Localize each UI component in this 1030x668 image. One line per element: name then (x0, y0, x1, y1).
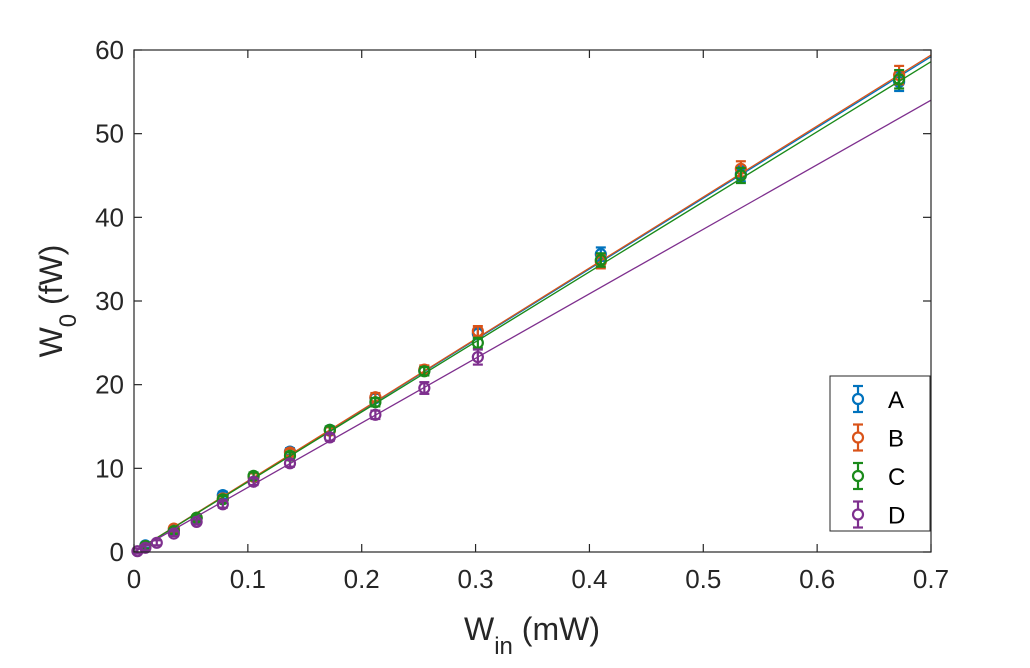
x-tick-label: 0.4 (571, 564, 607, 594)
data-point (734, 169, 747, 182)
data-point (893, 73, 906, 86)
data-point (150, 536, 163, 549)
data-point (216, 498, 229, 511)
y-tick-label: 30 (95, 286, 124, 316)
data-point (471, 350, 484, 364)
legend-label: B (888, 426, 904, 453)
y-tick-label: 60 (95, 35, 124, 65)
fit-line-d (133, 99, 932, 553)
x-tick-label: 0.1 (230, 564, 266, 594)
y-tick-label: 20 (95, 370, 124, 400)
legend-marker (851, 392, 865, 406)
y-tick-label: 0 (110, 537, 124, 567)
data-point (471, 325, 484, 338)
data-point (471, 336, 484, 349)
tick-layer: 0 0.1 0.2 0.3 0.4 0.5 0.6 0.7 0 10 20 30 40 50 60 (95, 35, 949, 594)
plot-area (134, 50, 931, 552)
fit-line-c (133, 61, 932, 553)
data-point (418, 365, 431, 378)
data-point (369, 396, 382, 409)
data-point (167, 527, 180, 540)
legend-marker (851, 508, 865, 521)
series-layer (131, 54, 932, 558)
data-point (283, 457, 297, 470)
y-tick-label: 10 (95, 453, 124, 483)
legend-marker (851, 469, 865, 483)
legend-label: A (888, 387, 904, 414)
legend-box (829, 375, 931, 532)
y-tick-label: 40 (95, 202, 124, 232)
data-point (418, 381, 431, 395)
x-tick-label: 0.2 (344, 564, 380, 594)
x-tick-label: 0.5 (685, 564, 721, 594)
legend-label: D (888, 503, 905, 530)
data-point (247, 475, 260, 488)
data-point (594, 253, 607, 267)
y-tick-label: 50 (95, 119, 124, 149)
y-axis-title: W0 (fW) (33, 245, 82, 358)
legend-item-b: B (851, 423, 904, 453)
x-tick-label: 0.7 (913, 564, 949, 594)
x-tick-label: 0.3 (457, 564, 493, 594)
data-point (369, 408, 382, 421)
legend-marker (851, 431, 865, 444)
legend-item-a: A (851, 384, 904, 414)
legend-label: C (888, 464, 905, 491)
x-axis-title: Win (mW) (464, 611, 600, 660)
legend-item-d: D (851, 500, 905, 530)
series-d (131, 99, 932, 558)
x-tick-label: 0 (127, 564, 141, 594)
data-point (323, 431, 336, 444)
legend-item-c: C (851, 461, 905, 491)
fit-line-b (133, 54, 932, 553)
x-tick-label: 0.6 (799, 564, 835, 594)
data-point (139, 541, 152, 554)
data-point (190, 515, 203, 528)
